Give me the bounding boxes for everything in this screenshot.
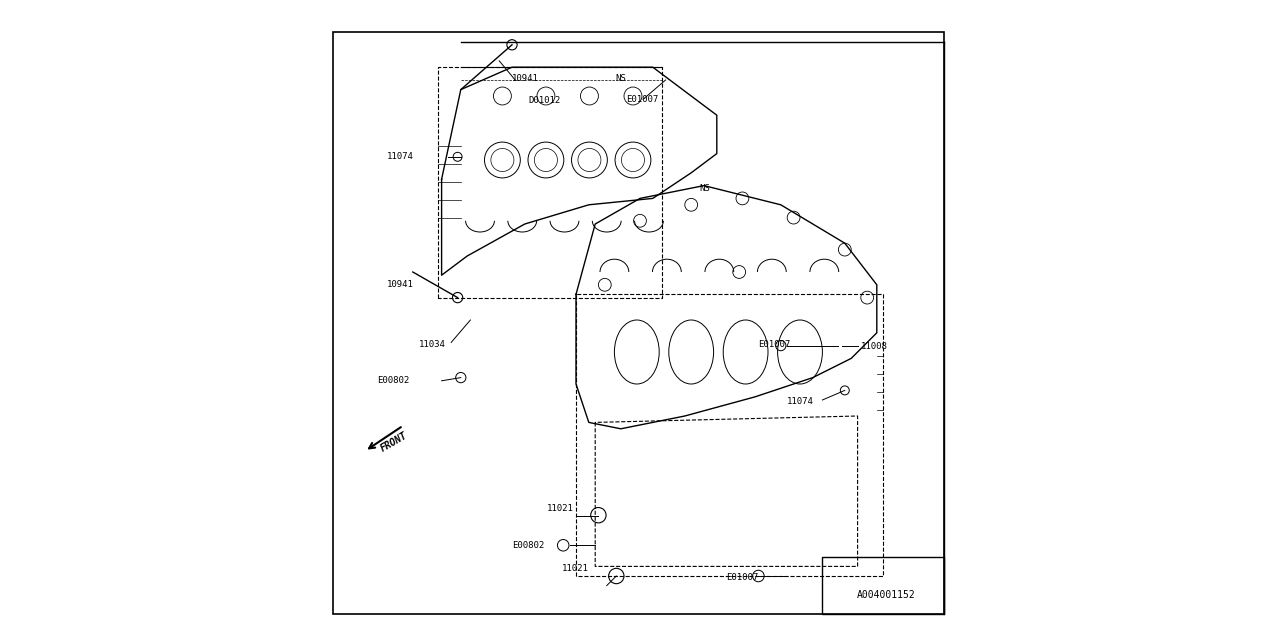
Text: 11021: 11021 [548,504,573,513]
Text: NS: NS [699,184,710,193]
Text: 11008: 11008 [860,342,887,351]
Text: 11021: 11021 [562,564,589,573]
Text: E01007: E01007 [759,340,791,349]
Text: D01012: D01012 [529,96,561,105]
Text: FRONT: FRONT [379,430,408,453]
Text: 11074: 11074 [387,152,413,161]
Text: 10941: 10941 [512,74,539,83]
Text: E00802: E00802 [378,376,410,385]
Text: E00802: E00802 [512,541,544,550]
Text: E01007: E01007 [727,573,759,582]
Text: 10941: 10941 [387,280,413,289]
Text: A004001152: A004001152 [856,590,915,600]
Text: E01007: E01007 [626,95,658,104]
Text: NS: NS [616,74,626,83]
Bar [823,557,945,614]
Text: 11034: 11034 [420,340,445,349]
Text: 11074: 11074 [787,397,814,406]
